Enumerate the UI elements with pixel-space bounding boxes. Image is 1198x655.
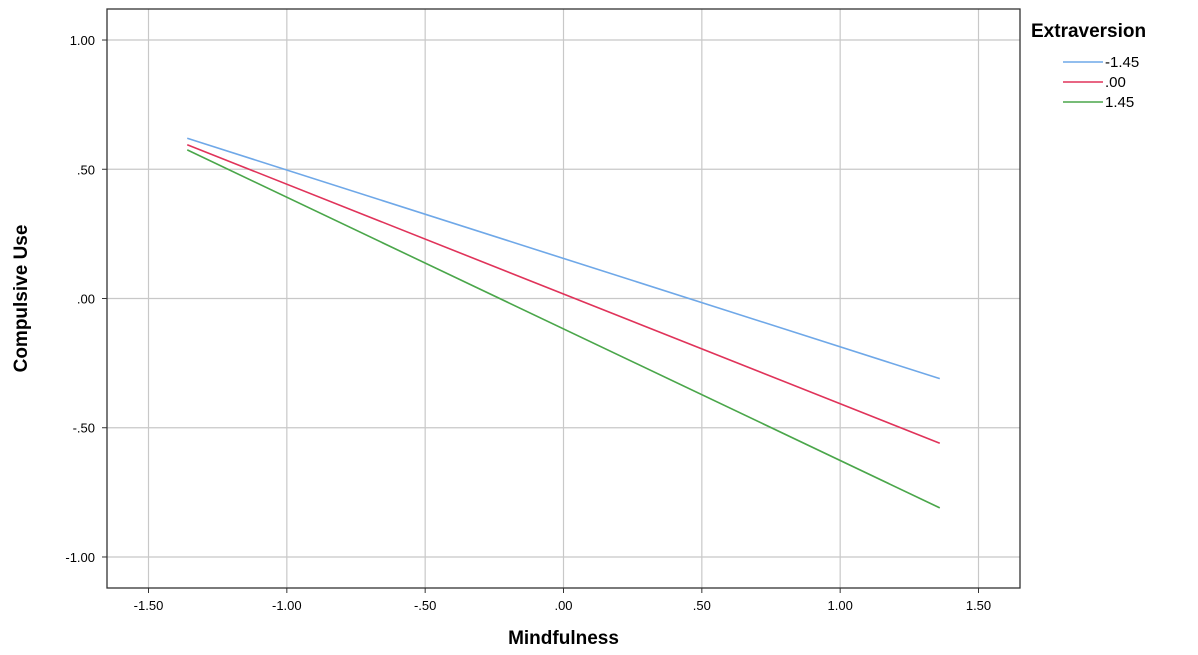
y-axis-ticks: 1.00 .50 .00 -.50 -1.00 xyxy=(65,33,107,565)
x-axis-ticks: -1.50 -1.00 -.50 .00 .50 1.00 1.50 xyxy=(134,588,991,613)
x-axis-title: Mindfulness xyxy=(508,628,619,649)
x-tick-label: 1.00 xyxy=(828,598,853,613)
x-tick-label: 1.50 xyxy=(966,598,991,613)
y-tick-label: -1.00 xyxy=(65,550,95,565)
x-tick-label: .50 xyxy=(693,598,711,613)
y-tick-label: .50 xyxy=(77,162,95,177)
series-line xyxy=(186,143,941,444)
legend-title: Extraversion xyxy=(1031,21,1146,42)
x-tick-label: .00 xyxy=(554,598,572,613)
series-line xyxy=(186,137,941,380)
x-tick-label: -.50 xyxy=(414,598,436,613)
legend-item: .00 xyxy=(1063,74,1126,91)
x-tick-label: -1.00 xyxy=(272,598,302,613)
x-tick-label: -1.50 xyxy=(134,598,164,613)
legend-item: 1.45 xyxy=(1063,94,1134,111)
y-tick-label: .00 xyxy=(77,292,95,307)
legend: Extraversion -1.45 .00 1.45 xyxy=(1031,21,1146,111)
legend-item: -1.45 xyxy=(1063,54,1139,71)
y-tick-label: 1.00 xyxy=(70,33,95,48)
legend-label: .00 xyxy=(1105,74,1126,91)
legend-label: -1.45 xyxy=(1105,54,1139,71)
grid xyxy=(107,9,1020,588)
legend-label: 1.45 xyxy=(1105,94,1134,111)
series-lines xyxy=(186,137,941,509)
y-tick-label: -.50 xyxy=(73,421,95,436)
series-line xyxy=(186,149,941,509)
y-axis-title: Compulsive Use xyxy=(11,225,32,373)
